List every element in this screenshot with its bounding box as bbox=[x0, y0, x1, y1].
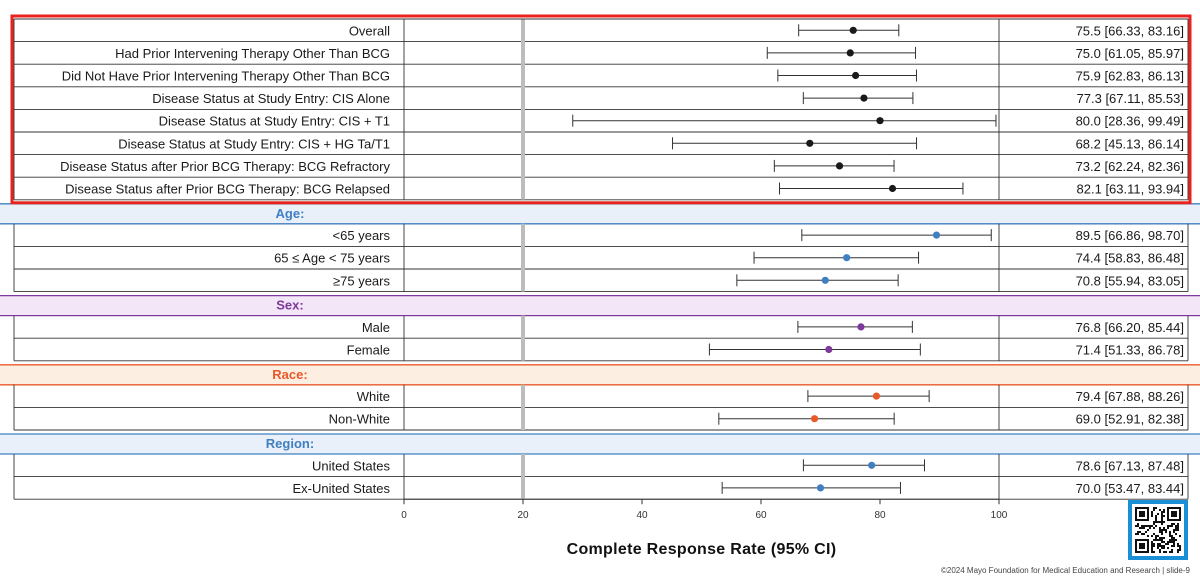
row-value: 75.0 [61.05, 85.97] bbox=[1076, 46, 1184, 61]
point-estimate bbox=[843, 254, 851, 262]
row-value: 69.0 [52.91, 82.38] bbox=[1076, 412, 1184, 427]
x-tick-label: 100 bbox=[991, 510, 1008, 521]
x-tick-label: 60 bbox=[755, 510, 767, 521]
group-header-label: Region: bbox=[266, 436, 314, 451]
row-label: 65 ≤ Age < 75 years bbox=[274, 251, 390, 266]
row-value: 75.9 [62.83, 86.13] bbox=[1076, 69, 1184, 84]
row-value: 75.5 [66.33, 83.16] bbox=[1076, 23, 1184, 38]
group-header-band bbox=[0, 364, 1200, 385]
row-label: Ex-United States bbox=[292, 481, 390, 496]
point-estimate bbox=[852, 71, 860, 80]
row-value: 78.6 [67.13, 87.48] bbox=[1076, 458, 1184, 473]
row-value: 70.8 [55.94, 83.05] bbox=[1076, 273, 1184, 288]
row-label: Disease Status at Study Entry: CIS + HG … bbox=[118, 136, 390, 151]
qr-code-icon bbox=[1135, 507, 1181, 553]
row-value: 73.2 [62.24, 82.36] bbox=[1076, 159, 1184, 174]
point-estimate bbox=[868, 461, 876, 469]
footer-copyright: ©2024 Mayo Foundation for Medical Educat… bbox=[940, 566, 1190, 575]
point-estimate bbox=[888, 184, 897, 193]
row-label: White bbox=[357, 389, 390, 404]
x-tick-label: 0 bbox=[401, 510, 407, 521]
point-estimate bbox=[816, 484, 825, 492]
point-estimate bbox=[835, 162, 844, 170]
row-value: 82.1 [63.11, 93.94] bbox=[1077, 182, 1184, 197]
x-tick-label: 80 bbox=[874, 510, 886, 521]
point-estimate bbox=[846, 49, 854, 57]
point-estimate bbox=[810, 415, 819, 423]
row-label: Disease Status at Study Entry: CIS Alone bbox=[152, 91, 390, 106]
row-value: 89.5 [66.86, 98.70] bbox=[1076, 228, 1184, 243]
row-label: Did Not Have Prior Intervening Therapy O… bbox=[62, 69, 390, 84]
qr-code[interactable] bbox=[1128, 500, 1188, 560]
marks-layer bbox=[10, 14, 1192, 505]
highlight-box bbox=[10, 14, 1192, 205]
group-header-label: Race: bbox=[272, 367, 307, 382]
row-label: Male bbox=[362, 320, 390, 335]
x-axis-label: Complete Response Rate (95% CI) bbox=[566, 541, 837, 558]
grid-layer bbox=[0, 18, 1200, 500]
point-estimate bbox=[825, 345, 833, 354]
group-header-band bbox=[0, 295, 1200, 316]
row-label: Disease Status after Prior BCG Therapy: … bbox=[65, 182, 390, 197]
row-value: 70.0 [53.47, 83.44] bbox=[1076, 481, 1184, 496]
row-label: Disease Status after Prior BCG Therapy: … bbox=[60, 159, 390, 174]
row-label: United States bbox=[312, 458, 391, 473]
point-estimate bbox=[932, 231, 941, 239]
row-label: Non-White bbox=[329, 412, 390, 427]
point-estimate bbox=[872, 392, 881, 400]
point-estimate bbox=[857, 323, 865, 331]
point-estimate bbox=[860, 94, 868, 102]
row-value: 76.8 [66.20, 85.44] bbox=[1076, 320, 1184, 335]
row-label: Disease Status at Study Entry: CIS + T1 bbox=[159, 114, 390, 129]
row-label: Female bbox=[347, 343, 390, 358]
row-value: 71.4 [51.33, 86.78] bbox=[1076, 343, 1184, 358]
point-estimate bbox=[821, 276, 829, 284]
group-header-label: Sex: bbox=[276, 298, 303, 313]
row-value: 74.4 [58.83, 86.48] bbox=[1076, 251, 1184, 266]
point-estimate bbox=[806, 139, 814, 147]
row-value: 77.3 [67.11, 85.53] bbox=[1077, 91, 1184, 106]
row-label: <65 years bbox=[333, 228, 391, 243]
row-value: 68.2 [45.13, 86.14] bbox=[1076, 136, 1184, 151]
row-label: ≥75 years bbox=[333, 273, 390, 288]
row-value: 80.0 [28.36, 99.49] bbox=[1076, 114, 1184, 129]
group-header-band bbox=[0, 203, 1200, 224]
row-label: Overall bbox=[349, 23, 390, 38]
x-tick-label: 40 bbox=[636, 510, 648, 521]
row-label: Had Prior Intervening Therapy Other Than… bbox=[115, 46, 390, 61]
point-estimate bbox=[849, 26, 857, 34]
point-estimate bbox=[876, 117, 884, 125]
forest-plot: Overall 75.5 [66.33, 83.16] Had Prior Inte… bbox=[0, 14, 1200, 521]
group-header-label: Age: bbox=[276, 206, 305, 221]
row-value: 79.4 [67.88, 88.26] bbox=[1076, 389, 1184, 404]
x-tick-label: 20 bbox=[517, 510, 529, 521]
group-header-band bbox=[0, 434, 1200, 454]
